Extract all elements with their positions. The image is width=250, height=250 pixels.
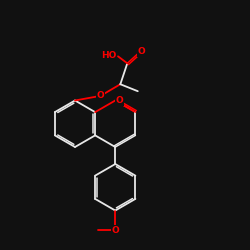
Text: O: O (112, 226, 119, 235)
Text: O: O (138, 47, 145, 56)
Text: HO: HO (102, 50, 117, 59)
Text: O: O (116, 96, 124, 106)
Text: O: O (97, 91, 104, 100)
